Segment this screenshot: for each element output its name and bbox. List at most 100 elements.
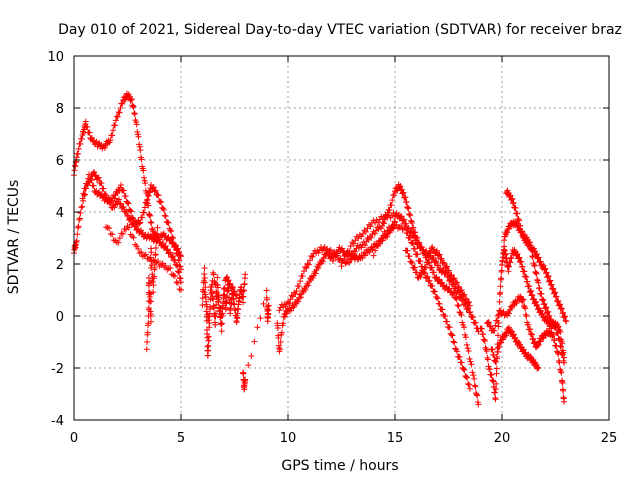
data-point (173, 250, 180, 257)
data-point (213, 290, 220, 297)
data-point (202, 293, 209, 300)
data-point (513, 300, 520, 307)
data-point (537, 258, 544, 265)
data-point (327, 246, 334, 253)
data-point (212, 310, 219, 317)
data-point (546, 278, 553, 285)
data-point (263, 296, 270, 303)
data-point (79, 195, 86, 202)
data-point (561, 398, 568, 405)
data-point (150, 282, 157, 289)
data-point (280, 320, 287, 327)
data-point (465, 380, 472, 387)
data-point (407, 229, 414, 236)
data-point (506, 310, 513, 317)
data-point (329, 257, 336, 264)
data-point (338, 263, 345, 270)
data-point (463, 295, 470, 302)
data-point (521, 273, 528, 280)
data-point (109, 132, 116, 139)
data-point (559, 351, 566, 358)
data-point (558, 305, 565, 312)
data-point (218, 321, 225, 328)
data-point (433, 258, 440, 265)
data-point (469, 314, 476, 321)
data-point (146, 211, 153, 218)
data-point (473, 390, 480, 397)
data-point (498, 275, 505, 282)
data-point (148, 257, 155, 264)
data-point (287, 307, 294, 314)
data-point (148, 311, 155, 318)
data-point (227, 280, 234, 287)
data-point (527, 326, 534, 333)
data-point (561, 313, 568, 320)
data-point (115, 239, 122, 246)
data-point (535, 255, 542, 262)
data-point (344, 258, 351, 265)
data-point (556, 335, 563, 342)
data-point (225, 281, 232, 288)
data-point (553, 293, 560, 300)
data-point (176, 275, 183, 282)
data-point (488, 371, 495, 378)
data-point (348, 256, 355, 263)
data-point (554, 348, 561, 355)
data-point (177, 263, 184, 270)
data-point (434, 262, 441, 269)
data-point (241, 280, 248, 287)
data-point (458, 311, 465, 318)
data-point (171, 242, 178, 249)
data-point (528, 331, 535, 338)
data-point (498, 267, 505, 274)
data-point (472, 319, 479, 326)
data-point (424, 273, 431, 280)
data-point (400, 217, 407, 224)
data-point (302, 264, 309, 271)
data-point (111, 204, 118, 211)
data-point (559, 350, 566, 357)
data-point (148, 249, 155, 256)
data-point (432, 288, 439, 295)
data-point (364, 225, 371, 232)
data-point (551, 320, 558, 327)
data-point (145, 305, 152, 312)
data-point (138, 249, 145, 256)
data-point (533, 361, 540, 368)
x-tick-label: 0 (70, 431, 78, 446)
data-point (411, 264, 418, 271)
data-point (491, 327, 498, 334)
data-point (319, 258, 326, 265)
data-point (167, 249, 174, 256)
data-point (205, 347, 212, 354)
data-point (145, 192, 152, 199)
data-point (164, 246, 171, 253)
data-point (260, 300, 267, 307)
data-point (171, 273, 178, 280)
data-point (142, 251, 149, 258)
data-point (151, 264, 158, 271)
data-point (447, 272, 454, 279)
data-point (169, 253, 176, 260)
data-point (518, 258, 525, 265)
data-point (560, 314, 567, 321)
data-point (537, 307, 544, 314)
data-point (506, 324, 513, 331)
data-point (437, 256, 444, 263)
data-point (162, 242, 169, 249)
data-point (201, 265, 208, 272)
data-point (130, 104, 137, 111)
data-point (397, 213, 404, 220)
data-point (125, 200, 132, 207)
data-point (231, 288, 238, 295)
data-point (119, 204, 126, 211)
data-point (465, 381, 472, 388)
data-point (530, 335, 537, 342)
data-point (528, 292, 535, 299)
data-point (371, 230, 378, 237)
data-point (512, 204, 519, 211)
data-point (466, 385, 473, 392)
data-point (462, 296, 469, 303)
data-point (535, 279, 542, 286)
